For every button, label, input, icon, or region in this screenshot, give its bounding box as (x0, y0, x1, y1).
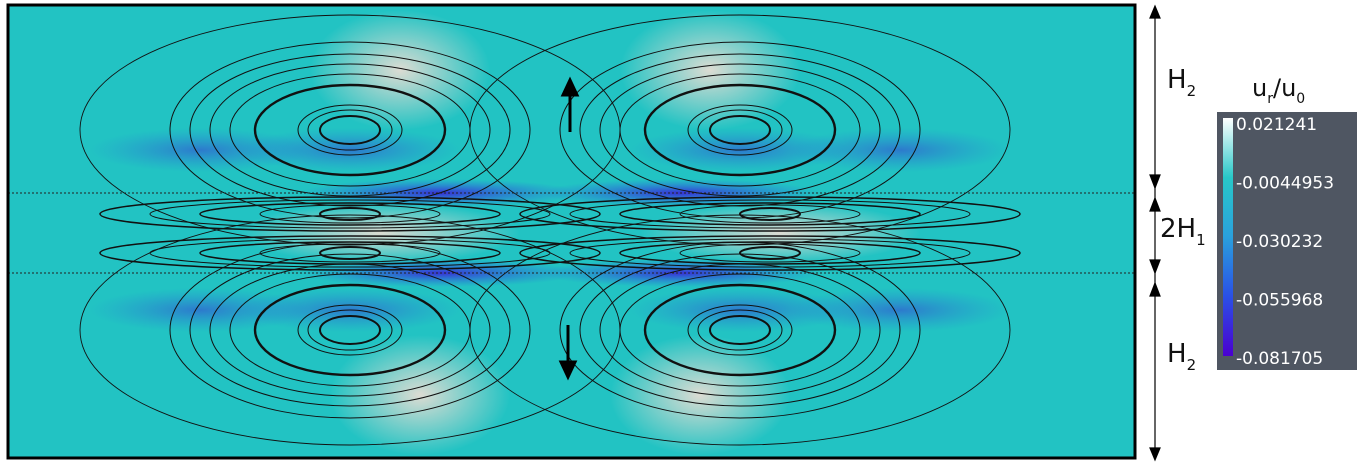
streamline (579, 53, 901, 207)
colorbar (1223, 118, 1233, 356)
streamline (643, 283, 837, 377)
streamline (739, 207, 801, 221)
warm-region (620, 10, 800, 130)
streamline (307, 109, 393, 151)
streamline (697, 109, 783, 151)
streamline (319, 207, 381, 221)
colorbar-title: ur/u0 (1252, 74, 1305, 107)
streamline (559, 41, 921, 219)
streamline (679, 204, 861, 224)
field (8, 5, 1135, 458)
streamline (643, 83, 837, 177)
streamline (697, 309, 783, 351)
streamline (253, 283, 447, 377)
streamline (709, 115, 771, 145)
streamline (199, 202, 501, 226)
warm-region (330, 335, 510, 455)
dimension-label: 2H1 (1160, 214, 1206, 249)
frame (6, 3, 1137, 460)
colorbar-tick-label: -0.030232 (1236, 232, 1323, 252)
streamline (619, 241, 921, 265)
streamline (319, 115, 381, 145)
streamline (569, 199, 971, 229)
streamline (599, 63, 881, 197)
streamline (169, 41, 531, 219)
streamline (687, 304, 793, 356)
streamline (149, 199, 551, 229)
streamline (739, 246, 801, 260)
streamline (687, 104, 793, 156)
dimension-label: H2 (1167, 339, 1196, 374)
colorbar-tick-label: -0.0044953 (1236, 174, 1334, 194)
warm-region (610, 335, 790, 455)
flow-arrows (558, 76, 580, 381)
colorbar-tick-label: -0.055968 (1236, 291, 1323, 311)
warm-region (240, 203, 520, 263)
streamline (149, 238, 551, 268)
colorbar-tick-label: -0.081705 (1236, 349, 1323, 369)
streamline (99, 235, 601, 271)
dimension-arrows (1149, 4, 1161, 462)
streamline (619, 273, 861, 387)
dimension-label: H2 (1167, 65, 1196, 100)
background (8, 5, 1135, 458)
streamline (259, 204, 441, 224)
warm-region (310, 10, 490, 130)
streamline (209, 63, 491, 197)
streamline (189, 253, 511, 407)
streamline (519, 196, 1021, 232)
streamline (319, 315, 381, 345)
streamline (319, 246, 381, 260)
streamline (619, 73, 861, 187)
streamline (679, 243, 861, 263)
streamline (253, 83, 447, 177)
streamline (307, 309, 393, 351)
streamline (99, 196, 601, 232)
streamline (189, 53, 511, 207)
cold-region (790, 288, 1010, 332)
streamline (259, 243, 441, 263)
colorbar-ticks: 0.021241 -0.0044953 -0.030232 -0.055968 -0.0… (1236, 115, 1334, 369)
streamline (297, 304, 403, 356)
streamline (619, 202, 921, 226)
streamline (199, 241, 501, 265)
colorbar-panel (1217, 112, 1357, 370)
colorbar-tick-label: 0.021241 (1236, 115, 1317, 135)
streamline (469, 14, 1011, 246)
streamline (519, 235, 1021, 271)
streamlines (79, 14, 1021, 446)
streamline (709, 315, 771, 345)
streamline (297, 104, 403, 156)
cold-region (790, 128, 1010, 172)
streamline (569, 238, 971, 268)
